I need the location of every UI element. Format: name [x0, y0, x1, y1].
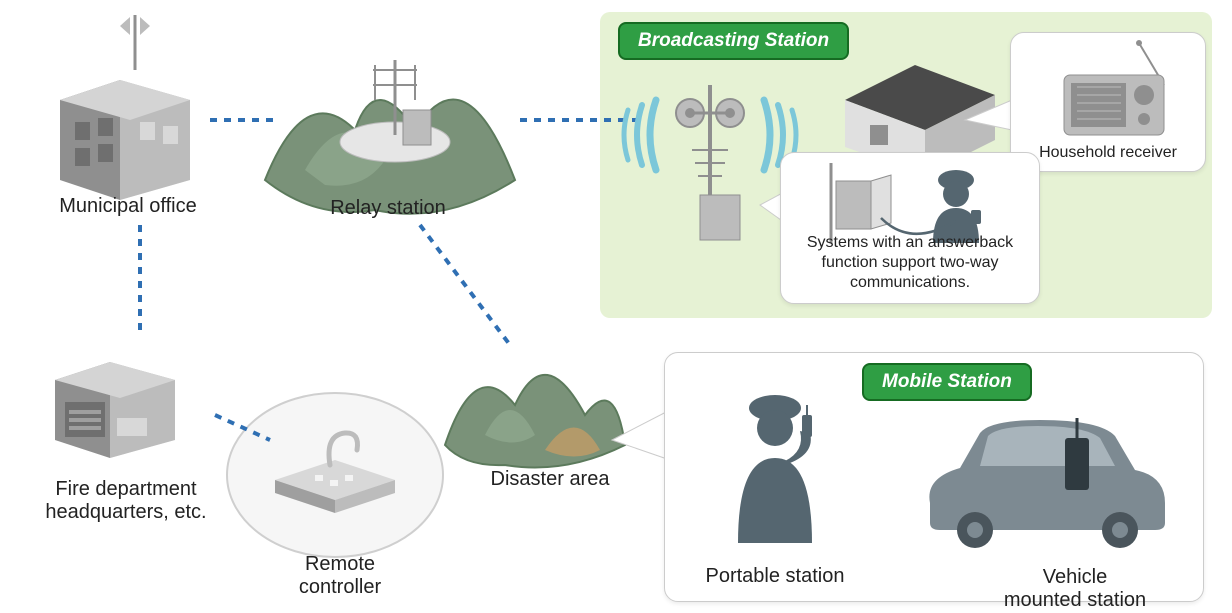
household-receiver-icon [1011, 33, 1207, 143]
fire-dept-icon [55, 362, 175, 458]
municipal-label: Municipal office [28, 195, 228, 218]
relay-station-icon [265, 60, 515, 214]
disaster-area-icon [445, 375, 625, 468]
mobile-badge: Mobile Station [862, 363, 1032, 401]
vehicle-label: Vehicle mounted station [975, 543, 1175, 612]
fire-label: Fire department headquarters, etc. [16, 455, 236, 524]
remote-label: Remote controller [280, 530, 400, 599]
portable-label: Portable station [695, 565, 855, 588]
relay-label: Relay station [308, 197, 468, 220]
vehicle-station-icon [929, 418, 1165, 548]
municipal-office-icon [60, 15, 190, 200]
answerback-label: Systems with an answerback function supp… [791, 233, 1029, 293]
broadcasting-badge: Broadcasting Station [618, 22, 849, 60]
household-callout: Household receiver [1010, 32, 1206, 172]
mobile-callout-tail [612, 410, 670, 460]
broadcasting-antenna-icon [624, 85, 796, 240]
portable-station-icon [738, 395, 812, 543]
disaster-label: Disaster area [470, 468, 630, 491]
answerback-callout: Systems with an answerback function supp… [780, 152, 1040, 304]
